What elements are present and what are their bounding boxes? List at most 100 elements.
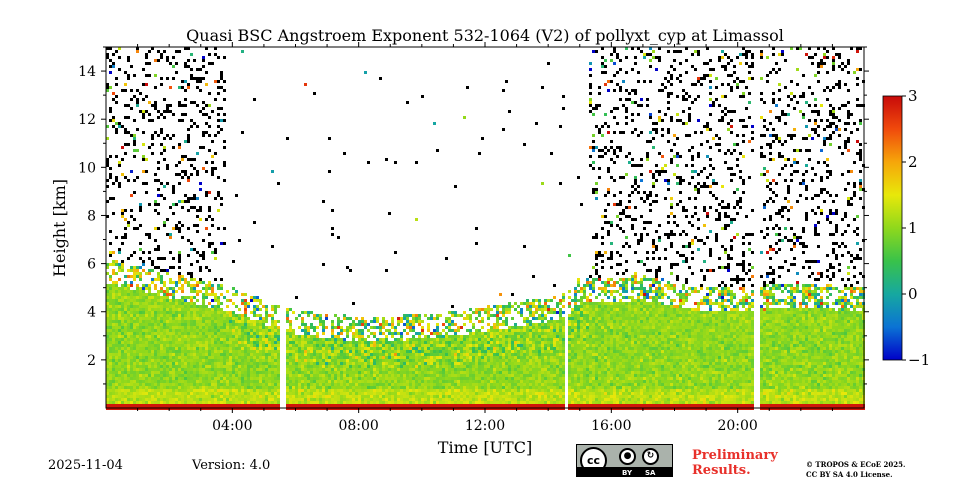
- heatmap-cell: [178, 395, 181, 398]
- heatmap-cell: [205, 395, 208, 398]
- heatmap-cell: [148, 257, 151, 260]
- heatmap-cell: [175, 386, 178, 389]
- heatmap-cell: [301, 311, 304, 314]
- heatmap-cell: [451, 350, 454, 353]
- heatmap-cell: [367, 341, 370, 344]
- heatmap-cell: [136, 266, 139, 269]
- heatmap-cell: [265, 347, 268, 350]
- heatmap-cell: [412, 338, 415, 341]
- heatmap-cell: [223, 320, 226, 323]
- heatmap-cell: [400, 383, 403, 386]
- heatmap-cell: [433, 347, 436, 350]
- heatmap-cell: [391, 350, 394, 353]
- heatmap-cell: [424, 380, 427, 383]
- heatmap-cell: [292, 386, 295, 389]
- heatmap-cell: [214, 401, 217, 404]
- heatmap-cell: [304, 377, 307, 380]
- heatmap-cell: [130, 371, 133, 374]
- heatmap-cell: [337, 326, 340, 329]
- heatmap-cell: [112, 296, 115, 299]
- heatmap-cell: [244, 359, 247, 362]
- heatmap-cell: [331, 344, 334, 347]
- heatmap-cell: [214, 395, 217, 398]
- heatmap-cell: [286, 314, 289, 317]
- heatmap-cell: [196, 326, 199, 329]
- heatmap-cell: [172, 389, 175, 392]
- heatmap-cell: [445, 353, 448, 356]
- heatmap-cell: [247, 338, 250, 341]
- heatmap-cell: [370, 368, 373, 371]
- heatmap-cell: [325, 374, 328, 377]
- heatmap-cell: [187, 362, 190, 365]
- heatmap-cell: [220, 242, 223, 245]
- heatmap-cell: [442, 344, 445, 347]
- heatmap-cell: [298, 362, 301, 365]
- heatmap-cell: [457, 374, 460, 377]
- heatmap-cell: [307, 347, 310, 350]
- heatmap-cell: [154, 266, 157, 269]
- heatmap-cell: [343, 374, 346, 377]
- heatmap-cell: [403, 404, 406, 407]
- heatmap-cell: [349, 401, 352, 404]
- heatmap-cell: [136, 47, 139, 50]
- heatmap-cell: [466, 338, 469, 341]
- heatmap-cell: [253, 380, 256, 383]
- heatmap-cell: [499, 332, 502, 335]
- heatmap-cell: [352, 383, 355, 386]
- heatmap-cell: [385, 386, 388, 389]
- heatmap-cell: [184, 395, 187, 398]
- heatmap-cell: [259, 362, 262, 365]
- heatmap-cell: [502, 389, 505, 392]
- heatmap-cell: [217, 362, 220, 365]
- heatmap-cell: [415, 353, 418, 356]
- heatmap-cell: [277, 377, 280, 380]
- heatmap-cell: [322, 353, 325, 356]
- heatmap-cell: [190, 401, 193, 404]
- heatmap-cell: [229, 386, 232, 389]
- heatmap-cell: [130, 284, 133, 287]
- heatmap-cell: [382, 356, 385, 359]
- heatmap-cell: [313, 92, 316, 95]
- heatmap-cell: [298, 314, 301, 317]
- heatmap-cell: [469, 368, 472, 371]
- heatmap-cell: [409, 323, 412, 326]
- heatmap-cell: [190, 53, 193, 56]
- heatmap-cell: [118, 392, 121, 395]
- heatmap-cell: [286, 383, 289, 386]
- heatmap-cell: [202, 389, 205, 392]
- heatmap-cell: [232, 353, 235, 356]
- heatmap-cell: [196, 290, 199, 293]
- heatmap-cell: [154, 317, 157, 320]
- heatmap-cell: [196, 395, 199, 398]
- heatmap-cell: [160, 353, 163, 356]
- heatmap-cell: [193, 311, 196, 314]
- heatmap-cell: [127, 179, 130, 182]
- heatmap-cell: [235, 344, 238, 347]
- heatmap-cell: [223, 338, 226, 341]
- heatmap-cell: [235, 371, 238, 374]
- heatmap-cell: [376, 395, 379, 398]
- heatmap-cell: [295, 401, 298, 404]
- heatmap-cell: [127, 311, 130, 314]
- heatmap-cell: [190, 398, 193, 401]
- heatmap-cell: [115, 311, 118, 314]
- heatmap-cell: [217, 56, 220, 59]
- heatmap-cell: [421, 368, 424, 371]
- heatmap-cell: [208, 368, 211, 371]
- heatmap-cell: [127, 341, 130, 344]
- heatmap-cell: [448, 404, 451, 407]
- heatmap-cell: [403, 380, 406, 383]
- heatmap-cell: [145, 359, 148, 362]
- heatmap-cell: [235, 293, 238, 296]
- heatmap-cell: [193, 287, 196, 290]
- heatmap-cell: [148, 203, 151, 206]
- heatmap-cell: [370, 371, 373, 374]
- heatmap-cell: [157, 245, 160, 248]
- heatmap-cell: [151, 383, 154, 386]
- heatmap-cell: [241, 362, 244, 365]
- heatmap-cell: [262, 398, 265, 401]
- heatmap-cell: [214, 371, 217, 374]
- heatmap-cell: [220, 347, 223, 350]
- heatmap-cell: [385, 158, 388, 161]
- heatmap-cell: [445, 365, 448, 368]
